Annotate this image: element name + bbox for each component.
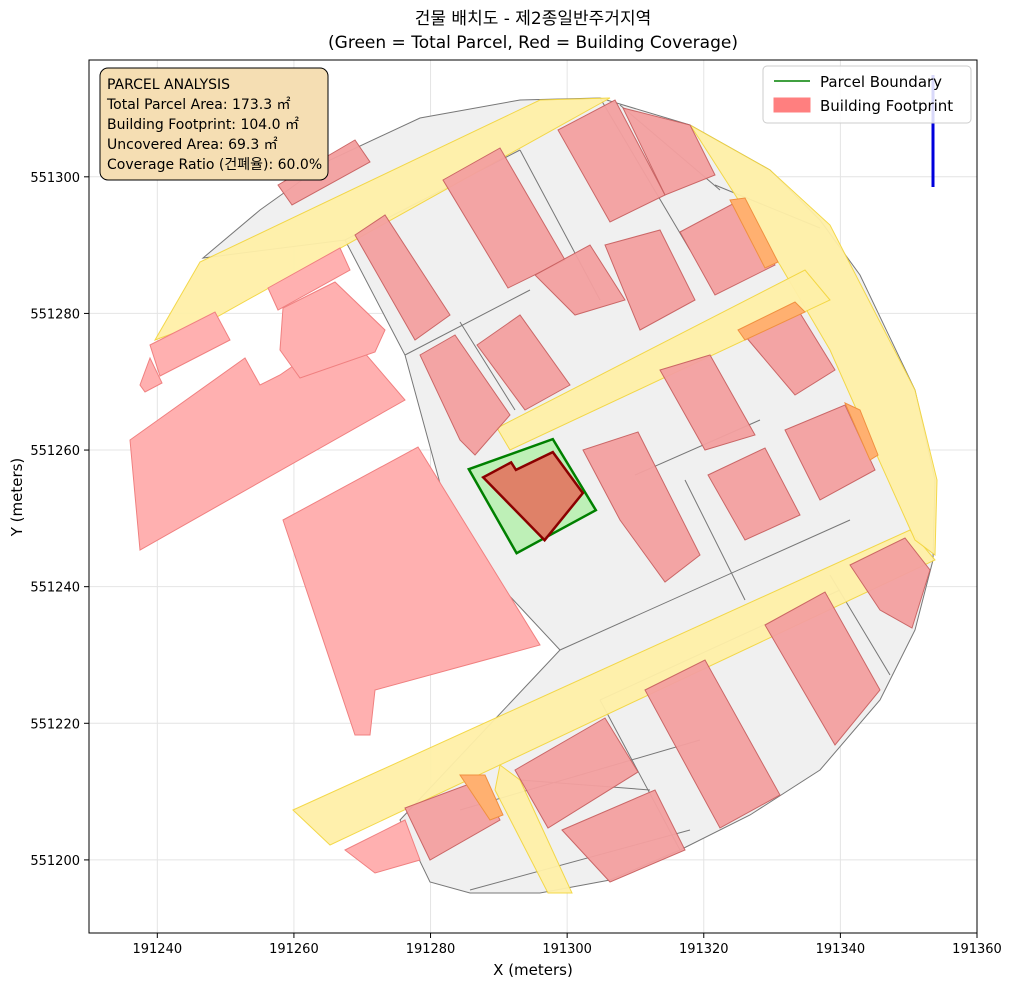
polygon (481, 450, 585, 543)
building (139, 356, 163, 393)
annotation-line: Uncovered Area: 69.3 ㎡ (107, 137, 278, 153)
building-overlap (737, 301, 806, 341)
building (282, 446, 541, 736)
building (659, 354, 756, 451)
road (494, 764, 573, 894)
building (267, 247, 351, 311)
building (582, 431, 701, 583)
building (561, 789, 686, 883)
plot-frame (88, 59, 978, 934)
building (419, 334, 511, 456)
legend-label: Building Footprint (820, 97, 953, 115)
site-plan (129, 75, 938, 894)
building (707, 447, 801, 541)
y-tick-label: 551280 (30, 307, 80, 322)
building (764, 591, 881, 746)
y-tick-label: 551200 (30, 854, 80, 869)
annotation-line: Coverage Ratio (건폐율): 60.0% (107, 157, 322, 173)
x-tick-label: 191280 (406, 942, 456, 957)
annotation-line: Total Parcel Area: 173.3 ㎡ (106, 97, 291, 113)
building-overlap (729, 197, 779, 269)
chart-subtitle: (Green = Total Parcel, Red = Building Co… (328, 33, 738, 53)
x-tick-label: 191240 (132, 942, 182, 957)
road (292, 529, 936, 846)
legend-swatch (773, 97, 811, 113)
x-tick-label: 191300 (542, 942, 592, 957)
building (604, 229, 696, 331)
building (149, 311, 231, 377)
y-tick-label: 551240 (30, 581, 80, 596)
legend-label: Parcel Boundary (820, 73, 942, 91)
building (476, 314, 571, 411)
building (354, 214, 451, 341)
building (534, 244, 626, 316)
building (784, 404, 876, 501)
annotation-box (99, 67, 329, 181)
building (514, 717, 639, 829)
building (344, 819, 421, 874)
y-tick-label: 551220 (30, 717, 80, 732)
x-tick-label: 191320 (679, 942, 729, 957)
x-tick-label: 191360 (952, 942, 1002, 957)
x-tick-label: 191340 (816, 942, 866, 957)
x-axis-label: X (meters) (493, 961, 573, 979)
annotation-line: PARCEL ANALYSIS (107, 77, 230, 93)
y-tick-label: 551260 (30, 444, 80, 459)
x-tick-label: 191260 (269, 942, 319, 957)
chart-title: 건물 배치도 - 제2종일반주거지역 (415, 9, 651, 29)
y-tick-label: 551300 (30, 171, 80, 186)
building-overlap (844, 401, 879, 461)
building (279, 281, 386, 379)
building (849, 537, 931, 629)
building (644, 659, 781, 829)
building (622, 107, 716, 196)
building-overlap (459, 774, 504, 821)
legend (762, 65, 972, 124)
annotation-line: Building Footprint: 104.0 ㎡ (107, 117, 299, 133)
y-axis-label: Y (meters) (8, 458, 26, 538)
road (496, 269, 831, 451)
